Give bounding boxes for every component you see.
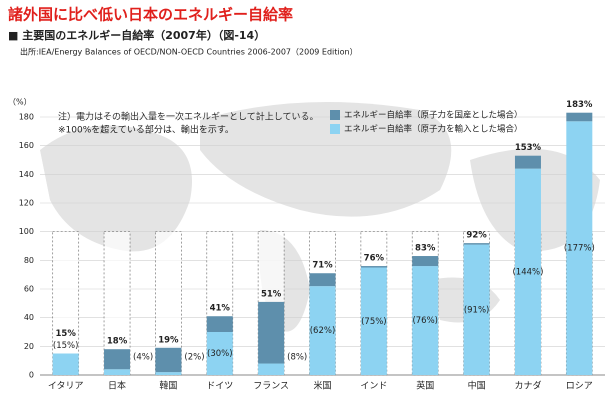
value-label: (8%)	[287, 353, 307, 363]
value-label: (144%)	[512, 267, 543, 277]
bar-segment	[514, 168, 541, 375]
total-label: 19%	[158, 335, 179, 345]
legend-label: エネルギー自給率（原子力を輸入とした場合）	[344, 124, 523, 135]
value-label: (15%)	[53, 341, 79, 351]
bar-segment	[412, 266, 439, 375]
bar-segment	[52, 353, 79, 375]
chart-title: 諸外国に比べ低い日本のエネルギー自給率	[8, 6, 293, 24]
bar-segment	[258, 301, 285, 364]
x-tick-label: ドイツ	[206, 382, 233, 392]
value-label: (76%)	[412, 316, 438, 326]
value-label: (177%)	[564, 244, 595, 254]
bar-segment	[514, 155, 541, 169]
y-axis-label: （%）	[8, 98, 32, 107]
x-tick-label: 米国	[313, 380, 331, 392]
bar-segment	[104, 349, 131, 370]
value-label: (4%)	[133, 353, 153, 363]
bar-segment	[104, 369, 131, 375]
y-tick-label: 180	[19, 113, 34, 122]
y-tick-label: 100	[19, 227, 34, 236]
value-label: (2%)	[184, 353, 204, 363]
legend-swatch	[330, 124, 340, 134]
x-tick-label: 中国	[468, 380, 486, 392]
total-label: 92%	[466, 231, 487, 241]
bar-segment	[566, 112, 593, 122]
value-label: (62%)	[310, 326, 336, 336]
value-label: (91%)	[464, 305, 490, 315]
value-label: (75%)	[361, 317, 387, 327]
bar-segment	[463, 244, 490, 375]
bar-segment	[360, 266, 387, 268]
legend-label: エネルギー自給率（原子力を国産とした場合）	[344, 110, 523, 121]
y-tick-label: 20	[24, 342, 34, 351]
x-tick-label: 韓国	[159, 381, 177, 392]
total-label: 18%	[107, 337, 128, 347]
note: ※100%を超えている部分は、輸出を示す。	[58, 124, 234, 136]
total-label: 71%	[312, 261, 333, 271]
note: 注）電力はその輸出入量を一次エネルギーとして計上している。	[58, 111, 318, 123]
bar-segment	[309, 286, 336, 375]
bar-segment	[206, 332, 233, 375]
bar-segment	[155, 347, 182, 373]
y-tick-label: 140	[19, 170, 34, 179]
x-tick-label: フランス	[253, 381, 289, 392]
bar-segment	[412, 256, 439, 267]
bar-segment	[360, 267, 387, 375]
bar-segment	[258, 363, 285, 375]
value-label: (30%)	[207, 349, 233, 359]
x-tick-label: ロシア	[566, 382, 593, 392]
x-tick-label: イタリア	[48, 381, 84, 392]
total-label: 183%	[566, 100, 593, 110]
total-label: 41%	[210, 304, 231, 314]
total-label: 153%	[515, 143, 542, 153]
y-tick-label: 60	[24, 285, 34, 294]
total-label: 83%	[415, 244, 436, 254]
bar-segment	[206, 316, 233, 332]
x-tick-label: 英国	[416, 380, 434, 392]
total-label: 15%	[56, 329, 77, 339]
x-tick-label: インド	[360, 382, 387, 392]
total-label: 51%	[261, 289, 282, 299]
x-tick-label: カナダ	[514, 380, 541, 392]
bar-segment	[566, 121, 593, 375]
reference-box	[52, 231, 80, 376]
y-tick-label: 160	[19, 141, 34, 150]
subtitle: ■ 主要国のエネルギー自給率（2007年）（図-14）	[8, 28, 265, 42]
bar-segment	[155, 372, 182, 375]
source: 出所:IEA/Energy Balances of OECD/NON-OECD …	[20, 47, 358, 57]
y-tick-label: 40	[24, 313, 34, 322]
y-tick-label: 80	[24, 256, 34, 265]
y-tick-label: 120	[19, 199, 34, 208]
bar-segment	[463, 243, 490, 245]
y-tick-label: 0	[29, 371, 34, 380]
total-label: 76%	[364, 254, 385, 264]
x-tick-label: 日本	[108, 380, 126, 392]
bar-segment	[309, 273, 336, 287]
legend-swatch	[330, 110, 340, 120]
